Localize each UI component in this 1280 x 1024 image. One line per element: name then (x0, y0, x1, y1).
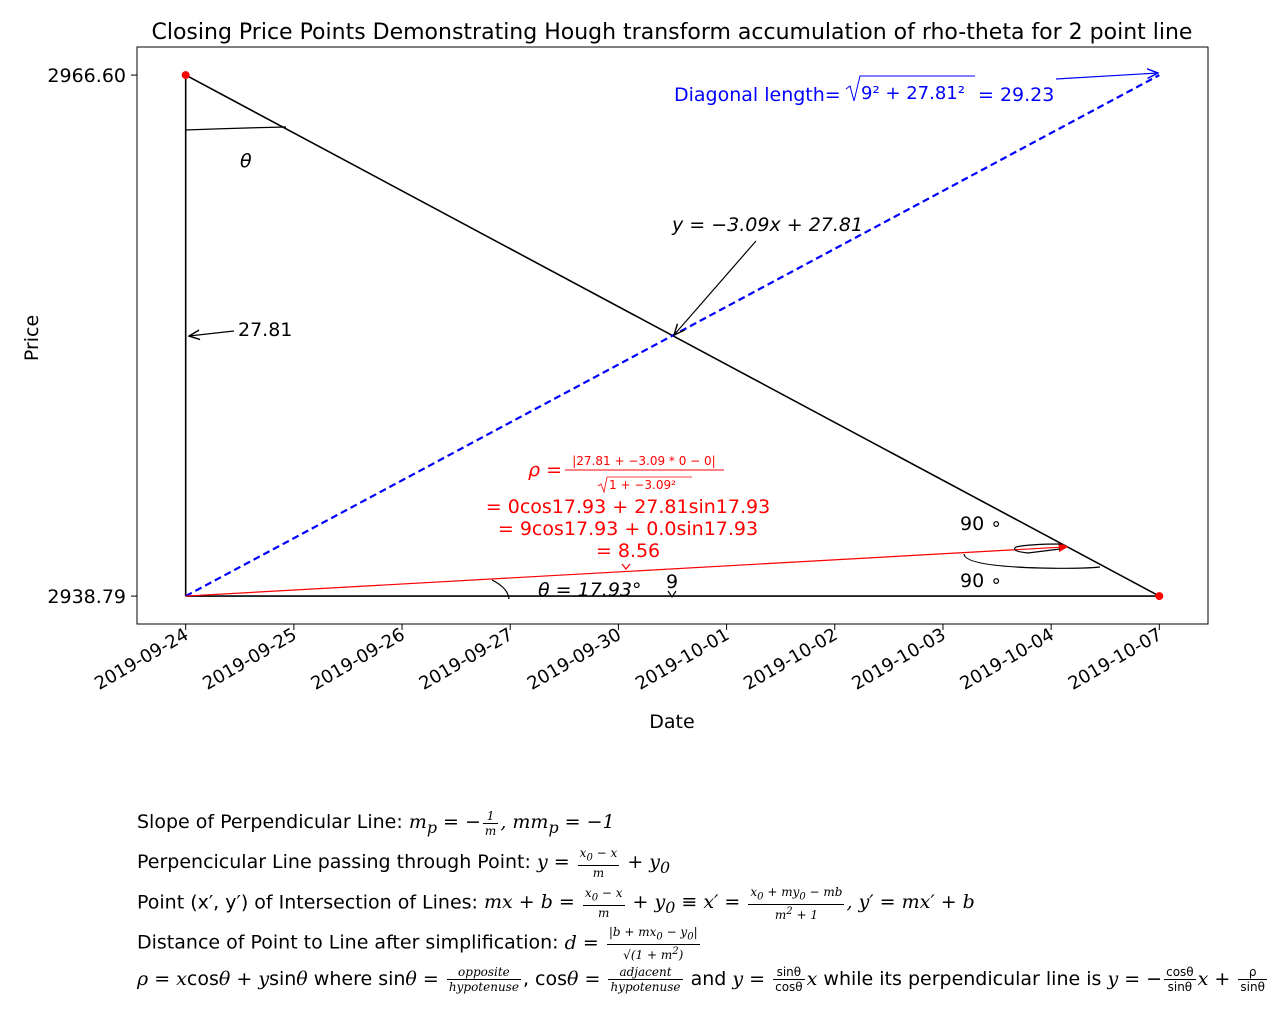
diagonal-length-prefix: Diagonal length= (674, 84, 841, 106)
x-tick-label-2: 2019-09-26 (307, 624, 408, 694)
theta-bottom-arc (491, 579, 510, 600)
x-tick-label-1: 2019-09-25 (199, 624, 300, 694)
plot-area (136, 46, 1209, 625)
data-point-0 (181, 71, 190, 80)
nine-label: 9 (666, 571, 678, 593)
note-slope-perpendicular: Slope of Perpendicular Line: mp = −1 m, m… (137, 805, 1277, 845)
rho-line-4: = 8.56 (596, 540, 660, 562)
x-axis-label: Date (649, 711, 694, 733)
rho-numerator: |27.81 + −3.09 * 0 − 0| (572, 454, 715, 468)
x-tick-label-3: 2019-09-27 (416, 624, 517, 694)
right-angle-upper-arc (1013, 543, 1063, 554)
formula-notes: Slope of Perpendicular Line: mp = −1 m, m… (137, 805, 1277, 996)
series-layer (181, 71, 1164, 601)
x-tick-label-6: 2019-10-02 (740, 624, 841, 694)
x-tick-label-5: 2019-10-01 (632, 624, 733, 694)
note-perpendicular-label: Perpencicular Line passing through Point… (137, 850, 531, 873)
rho-line-2: = 0cos17.93 + 27.81sin17.93 (486, 496, 770, 518)
note-while: while its perpendicular line is (823, 968, 1102, 991)
x-tick-label-9: 2019-10-07 (1065, 624, 1166, 694)
x-tick-label-8: 2019-10-04 (957, 624, 1058, 694)
x-tick-label-4: 2019-09-30 (524, 624, 625, 694)
note-rho-formula: ρ = x (137, 968, 187, 991)
diagonal-arrow (1055, 73, 1158, 80)
intercept-arrow (189, 331, 235, 336)
line-equation-label: y = −3.09x + 27.81 (671, 214, 863, 236)
series-line-4 (185, 542, 1069, 597)
note-intersection: Point (x′, y′) of Intersection of Lines:… (137, 885, 1277, 926)
chart-title: Closing Price Points Demonstrating Hough… (152, 20, 1193, 45)
diagonal-result: = 29.23 (978, 84, 1054, 106)
note-distance-label: Distance of Point to Line after simplifi… (137, 931, 559, 954)
line-equation-arrow (674, 240, 757, 335)
right-angle-upper-label: 90 ∘ (960, 513, 1002, 535)
right-angle-lower-label: 90 ∘ (960, 570, 1002, 592)
note-rho-theta: ρ = xcosθ + ysinθ where sinθ = opposite h… (137, 965, 1267, 995)
note-and: and (690, 968, 727, 991)
y-tick-label-0: 2938.79 (47, 586, 126, 608)
rho-pointer (621, 563, 631, 570)
rho-sqrt-sign (597, 476, 692, 494)
diagonal-sqrt-sign (845, 75, 975, 102)
note-distance: Distance of Point to Line after simplifi… (137, 925, 1277, 962)
note-distance-formula: d = |b + mx0 − y0| √(1 + m2) (564, 925, 700, 963)
note-where: where (313, 968, 373, 991)
note-intersection-label: Point (x′, y′) of Intersection of Lines: (137, 891, 478, 914)
data-point-1 (1155, 592, 1164, 601)
y-tick-label-1: 2966.60 (47, 65, 126, 87)
note-slope-label: Slope of Perpendicular Line: (137, 811, 403, 833)
intercept-label: 27.81 (238, 319, 292, 341)
note-perpendicular-line: Perpencicular Line passing through Point… (137, 845, 1277, 885)
right-angle-lower-arc (963, 553, 1101, 569)
x-tick-label-7: 2019-10-03 (848, 624, 949, 694)
y-axis-label: Price (21, 315, 43, 361)
theta-top-label: θ (240, 150, 252, 172)
nine-pointer (667, 590, 677, 599)
rho-denominator: 1 + −3.09² (609, 478, 676, 492)
theta-top-arc (184, 126, 287, 131)
x-tick-label-0: 2019-09-24 (91, 624, 192, 694)
rho-prefix: ρ = (528, 459, 562, 481)
note-slope-formula: mp = −1 m, mmp = −1 (408, 808, 615, 838)
rho-line-3: = 9cos17.93 + 0.0sin17.93 (498, 518, 758, 540)
diagonal-radicand: 9² + 27.81² (861, 83, 965, 104)
theta-bottom-label: θ = 17.93° (538, 579, 642, 601)
series-line-3 (185, 74, 1160, 598)
